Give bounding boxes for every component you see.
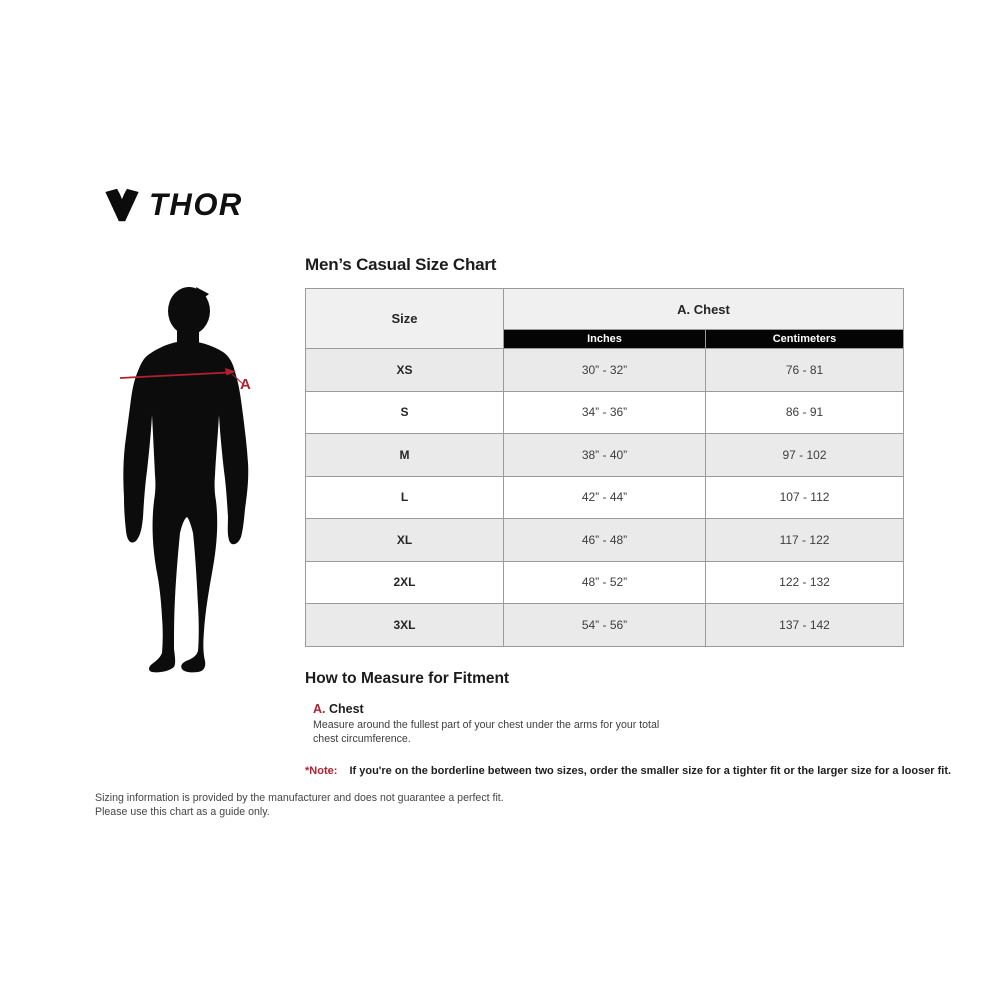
brand-logo-text: THOR — [149, 186, 243, 223]
inches-value: 42” - 44” — [503, 475, 706, 519]
chest-measure-marker: A — [119, 368, 251, 393]
size-label: XL — [305, 518, 504, 562]
note-label: *Note: — [305, 765, 338, 777]
note-text: If you're on the borderline between two … — [349, 765, 952, 777]
disclaimer-footer: Sizing information is provided by the ma… — [95, 792, 504, 819]
size-label: L — [305, 475, 504, 519]
table-row-xs: XS 30” - 32” 76 - 81 — [305, 348, 905, 392]
inches-value: 54” - 56” — [503, 603, 706, 647]
measurement-figure: A — [116, 283, 256, 677]
hair-tuft-shape — [196, 287, 209, 301]
subheader-inches: Inches — [503, 329, 706, 349]
thor-horns-icon — [105, 188, 139, 222]
size-label: 3XL — [305, 603, 504, 647]
size-label: XS — [305, 348, 504, 392]
column-header-size: Size — [305, 288, 504, 349]
table-row-l: L 42” - 44” 107 - 112 — [305, 475, 905, 519]
table-row-xl: XL 46” - 48” 117 - 122 — [305, 518, 905, 562]
cm-value: 76 - 81 — [704, 348, 905, 392]
size-label: M — [305, 433, 504, 477]
page-title: Men’s Casual Size Chart — [305, 255, 497, 274]
inches-value: 46” - 48” — [503, 518, 706, 562]
body-silhouette-graphic: A — [119, 287, 251, 673]
cm-value: 97 - 102 — [704, 433, 905, 477]
table-row-s: S 34” - 36” 86 - 91 — [305, 390, 905, 434]
table-row-3xl: 3XL 54” - 56” 137 - 142 — [305, 603, 905, 647]
table-row-2xl: 2XL 48” - 52” 122 - 132 — [305, 560, 905, 604]
column-header-chest: A. Chest — [502, 288, 905, 330]
chest-measure-label: A. Chest — [313, 702, 364, 716]
cm-value: 117 - 122 — [704, 518, 905, 562]
chest-label-name: Chest — [328, 702, 364, 716]
table-row-m: M 38” - 40” 97 - 102 — [305, 433, 905, 477]
measure-section-heading: How to Measure for Fitment — [305, 670, 510, 687]
inches-value: 30” - 32” — [503, 348, 706, 392]
sizing-note: *Note: If you're on the borderline betwe… — [305, 765, 951, 777]
cm-value: 137 - 142 — [704, 603, 905, 647]
chest-label-letter: A. — [313, 702, 326, 716]
size-label: S — [305, 390, 504, 434]
cm-value: 122 - 132 — [704, 560, 905, 604]
size-label: 2XL — [305, 560, 504, 604]
disclaimer-line-2: Please use this chart as a guide only. — [95, 805, 270, 818]
cm-value: 107 - 112 — [704, 475, 905, 519]
arrowhead-icon — [225, 368, 236, 376]
inches-value: 38” - 40” — [503, 433, 706, 477]
chest-measure-description: Measure around the fullest part of your … — [313, 719, 660, 745]
marker-label-a: A — [240, 376, 251, 393]
inches-value: 34” - 36” — [503, 390, 706, 434]
cm-value: 86 - 91 — [704, 390, 905, 434]
disclaimer-line-1: Sizing information is provided by the ma… — [95, 792, 504, 804]
brand-logo: THOR — [104, 186, 243, 224]
inches-value: 48” - 52” — [503, 560, 706, 604]
subheader-centimeters: Centimeters — [704, 329, 905, 349]
size-chart-table: Size A. Chest Inches Centimeters XS 30” … — [305, 288, 905, 647]
